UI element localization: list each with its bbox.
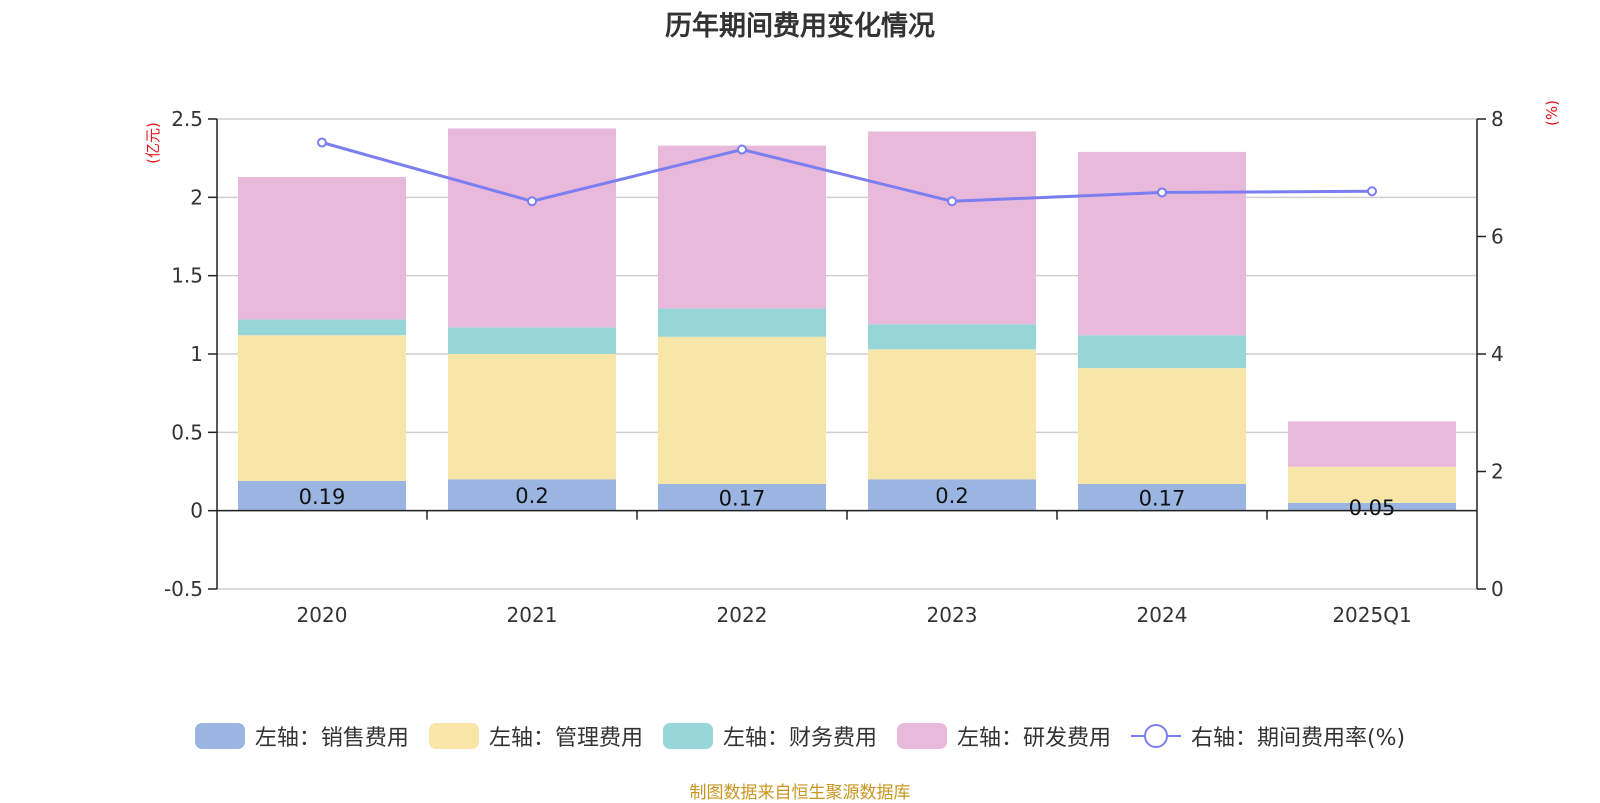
expense-rate-point: [737, 144, 747, 155]
x-axis-category-label: 2022: [717, 603, 768, 627]
legend-label-sales: 左轴：销售费用: [254, 726, 409, 751]
left-axis-unit: (亿元): [144, 122, 162, 164]
expense-rate-line: [321, 141, 1373, 203]
left-y-tick-label: 1.5: [171, 264, 203, 288]
bar-segment: [868, 131, 1036, 325]
legend-item-expense-rate[interactable]: 右轴：期间费用率(%): [1130, 720, 1406, 752]
expense-rate-point: [1157, 187, 1167, 198]
bar-segment: [238, 335, 406, 481]
expense-rate-point: [1367, 186, 1377, 197]
left-y-tick-label: 1: [190, 342, 203, 366]
left-y-tick-label: -0.5: [164, 577, 203, 601]
legend-swatch-admin: [428, 723, 479, 749]
x-axis-category-label: 2024: [1137, 603, 1188, 627]
legend-label-finance: 左轴：财务费用: [722, 726, 877, 751]
bar-segment: [1288, 466, 1456, 503]
bar-data-label: 0.2: [515, 484, 548, 508]
bar-segment: [1078, 484, 1246, 511]
bar-segment: [1078, 335, 1246, 369]
x-axis-category-label: 2023: [927, 603, 978, 627]
left-y-tick-label: 2.5: [171, 107, 203, 131]
x-axis-category-label: 2025Q1: [1332, 603, 1411, 627]
x-axis-category-label: 2020: [297, 603, 348, 627]
bar-segment: [868, 479, 1036, 511]
legend-label-admin: 左轴：管理费用: [488, 726, 643, 751]
right-y-tick-label: 6: [1491, 225, 1504, 249]
bar-segment: [448, 354, 616, 480]
x-axis-category-label: 2021: [507, 603, 558, 627]
legend-item-sales[interactable]: 左轴：销售费用: [194, 720, 409, 752]
legend-swatch-finance: [662, 723, 713, 749]
legend-item-finance[interactable]: 左轴：财务费用: [662, 720, 877, 752]
right-y-tick-label: 4: [1491, 342, 1504, 366]
legend-swatch-sales: [194, 723, 245, 749]
bar-segment: [238, 319, 406, 336]
bar-segment: [1078, 368, 1246, 485]
chart-canvas: 0.19 0.2 0.17 0.2 0.17 0.05 2.5 2 1.5 1 0.5 0 -0.5 (亿…: [144, 100, 1561, 627]
bar-segment: [868, 349, 1036, 480]
bar-segment: [238, 480, 406, 511]
bar-segment: [448, 479, 616, 511]
bar-segment: [658, 308, 826, 337]
bar-segment: [658, 336, 826, 485]
legend-item-rnd[interactable]: 左轴：研发费用: [896, 720, 1111, 752]
legend-item-admin[interactable]: 左轴：管理费用: [428, 720, 643, 752]
bar-segment: [448, 327, 616, 354]
bar-segment: [658, 484, 826, 511]
bar-segment: [1078, 151, 1246, 336]
bar-data-label: 0.2: [935, 484, 968, 508]
bar-segment: [868, 324, 1036, 350]
legend-line-marker-icon: [1130, 723, 1181, 749]
right-axis-unit: (%): [1543, 100, 1561, 126]
source-note: 制图数据来自恒生聚源数据库: [689, 783, 911, 803]
bar-segment: [1288, 421, 1456, 467]
expense-rate-point: [317, 137, 327, 148]
bar-segment: [238, 176, 406, 320]
bar-data-label: 0.05: [1349, 496, 1396, 520]
legend: 左轴：销售费用 左轴：管理费用 左轴：财务费用 左轴：研发费用 右轴：期间费用率…: [0, 720, 1600, 752]
bar-segment: [1288, 502, 1456, 511]
bar-data-label: 0.19: [299, 485, 346, 509]
expense-rate-point: [527, 196, 537, 207]
right-y-tick-label: 0: [1491, 577, 1504, 601]
left-y-tick-label: 0.5: [171, 420, 203, 444]
legend-label-rnd: 左轴：研发费用: [956, 726, 1111, 751]
bar-segment: [658, 145, 826, 309]
left-y-tick-label: 0: [190, 499, 203, 523]
legend-swatch-rnd: [896, 723, 947, 749]
right-y-tick-label: 2: [1491, 460, 1504, 484]
bar-data-label: 0.17: [719, 486, 766, 510]
legend-label-expense-rate: 右轴：期间费用率(%): [1190, 726, 1406, 751]
left-y-tick-label: 2: [190, 185, 203, 209]
bar-segment: [448, 128, 616, 328]
right-y-tick-label: 8: [1491, 107, 1504, 131]
bar-data-label: 0.17: [1139, 486, 1186, 510]
chart-title: 历年期间费用变化情况: [665, 11, 935, 42]
expense-rate-point: [947, 196, 957, 207]
